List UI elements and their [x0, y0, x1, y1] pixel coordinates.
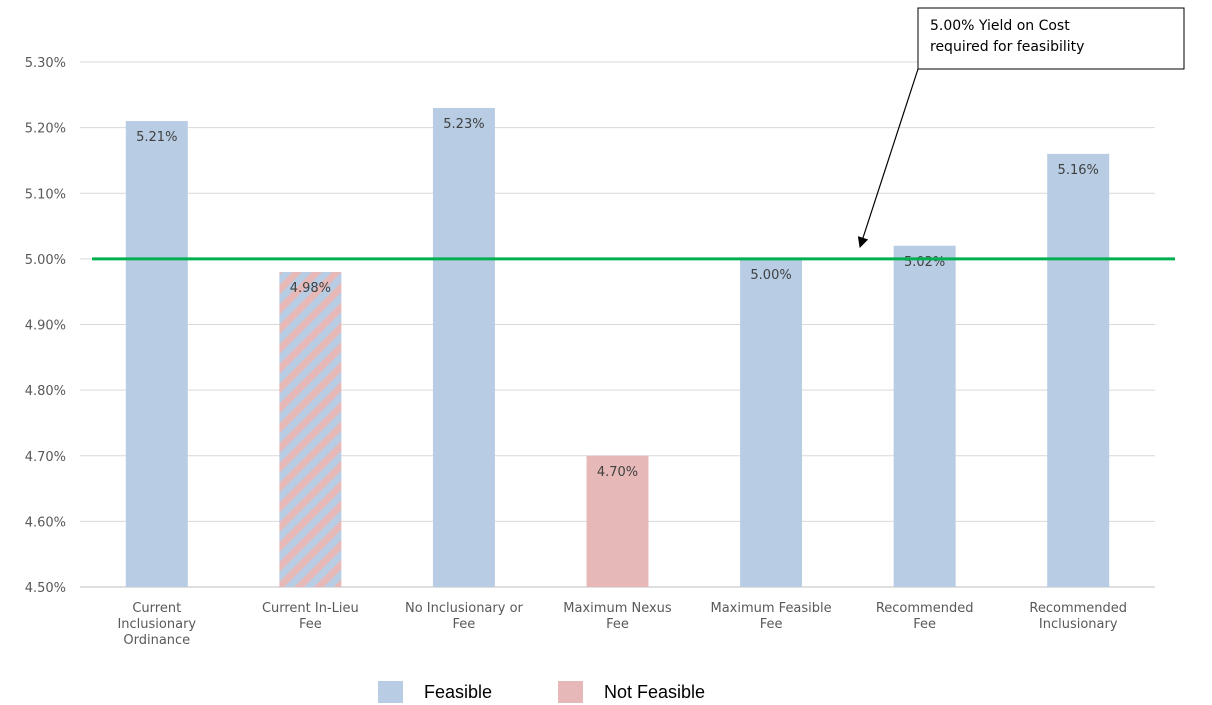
annotation-line-1: 5.00% Yield on Cost: [930, 18, 1070, 34]
y-tick-label: 4.60%: [25, 515, 66, 530]
data-label: 5.02%: [904, 255, 945, 270]
y-axis-ticks: 4.50% 4.60% 4.70% 4.80% 4.90% 5.00% 5.10% 5.20%…: [25, 56, 66, 596]
y-tick-label: 5.30%: [25, 56, 66, 71]
x-tick-label: Current In-Lieu: [262, 601, 359, 616]
x-tick-label: Inclusionary: [1039, 617, 1118, 632]
legend-swatch-not-feasible: [558, 681, 583, 703]
legend-swatch-feasible: [378, 681, 403, 703]
data-label: 4.98%: [290, 281, 331, 296]
x-tick-label: Current: [132, 601, 181, 616]
annotation-callout: 5.00% Yield on Cost required for feasibi…: [857, 7, 1185, 249]
x-tick-label: Ordinance: [123, 633, 190, 648]
y-tick-label: 5.10%: [25, 187, 66, 202]
y-tick-label: 4.90%: [25, 319, 66, 334]
x-tick-label: Fee: [299, 617, 322, 632]
y-tick-label: 5.20%: [25, 122, 66, 137]
x-tick-label: Fee: [606, 617, 629, 632]
x-tick-label: Maximum Nexus: [563, 601, 672, 616]
annotation-arrow: [857, 68, 919, 249]
y-tick-label: 4.80%: [25, 384, 66, 399]
bar: [125, 121, 188, 587]
data-label: 5.21%: [136, 130, 177, 145]
legend-label-not-feasible: Not Feasible: [604, 682, 705, 702]
bar: [586, 455, 649, 587]
x-tick-label: No Inclusionary or: [405, 601, 524, 616]
bars: [125, 107, 1110, 587]
x-tick-label: Recommended: [1029, 601, 1127, 616]
y-tick-label: 4.70%: [25, 450, 66, 465]
y-tick-label: 5.00%: [25, 253, 66, 268]
x-tick-label: Inclusionary: [117, 617, 196, 632]
data-label: 5.16%: [1058, 163, 1099, 178]
data-label: 5.00%: [750, 268, 791, 283]
legend-label-feasible: Feasible: [424, 682, 492, 702]
bar: [279, 272, 342, 587]
data-labels: 5.21% 4.98% 5.23% 4.70% 5.00% 5.02% 5.16%: [136, 117, 1099, 480]
legend: Feasible Not Feasible: [378, 681, 705, 703]
x-tick-label: Maximum Feasible: [710, 601, 831, 616]
bar: [1047, 153, 1110, 587]
x-tick-label: Fee: [453, 617, 476, 632]
x-tick-label: Fee: [913, 617, 936, 632]
x-tick-label: Fee: [760, 617, 783, 632]
annotation-box: [917, 7, 1185, 70]
x-tick-label: Recommended: [876, 601, 974, 616]
bar: [893, 245, 956, 587]
y-tick-label: 4.50%: [25, 581, 66, 596]
bar: [432, 107, 495, 587]
data-label: 5.23%: [443, 117, 484, 132]
data-label: 4.70%: [597, 465, 638, 480]
annotation-line-2: required for feasibility: [930, 39, 1084, 55]
bar: [740, 258, 803, 587]
